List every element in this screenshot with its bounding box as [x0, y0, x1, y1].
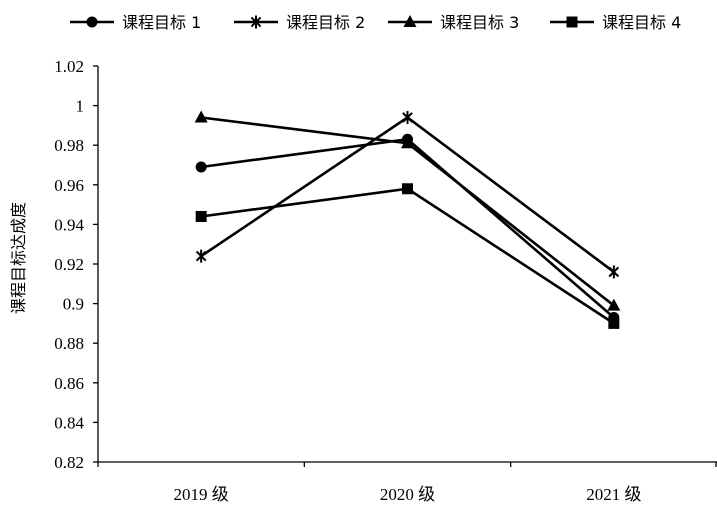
y-tick-label: 0.9	[63, 295, 84, 314]
legend-marker	[250, 15, 262, 29]
x-tick-label: 2020 级	[380, 485, 435, 504]
series-2	[195, 110, 620, 279]
data-point	[195, 161, 207, 173]
data-point	[401, 136, 414, 149]
y-tick-label: 1.02	[54, 57, 84, 76]
y-axis-title: 课程目标达成度	[9, 202, 28, 314]
y-tick-label: 1	[76, 97, 85, 116]
legend-item: 课程目标 4	[550, 13, 681, 32]
y-axis: 0.82 0.84 0.86 0.88 0.9 0.92 0.94 0.96 0.98 1 1.02	[54, 57, 99, 472]
y-tick-label: 0.84	[54, 413, 84, 432]
data-point	[608, 265, 620, 279]
y-tick-label: 0.94	[54, 215, 84, 234]
legend-label: 课程目标 3	[440, 13, 519, 32]
y-tick-label: 0.86	[54, 374, 84, 393]
series-line	[200, 137, 615, 319]
x-axis: 2019 级 2020 级 2021 级	[97, 461, 717, 504]
legend-marker	[86, 16, 98, 28]
legend: 课程目标 1 课程目标 2 课程目标 3 课程目标 4	[70, 13, 681, 32]
x-tick-label: 2019 级	[174, 485, 229, 504]
legend-item: 课程目标 3	[388, 13, 519, 32]
legend-marker	[403, 15, 417, 27]
legend-label: 课程目标 1	[122, 13, 201, 32]
data-point	[195, 249, 207, 263]
y-tick-label: 0.96	[54, 176, 84, 195]
legend-label: 课程目标 4	[602, 13, 681, 32]
data-point	[402, 183, 413, 195]
y-tick-label: 0.82	[54, 453, 84, 472]
y-tick-label: 0.98	[54, 136, 84, 155]
x-tick-label: 2021 级	[586, 485, 641, 504]
legend-item: 课程目标 1	[70, 13, 201, 32]
series-4	[195, 183, 620, 329]
data-point	[608, 317, 620, 329]
y-tick-label: 0.92	[54, 255, 84, 274]
data-point	[607, 298, 621, 311]
data-point	[195, 210, 207, 222]
legend-marker	[566, 16, 578, 28]
plot-area	[194, 110, 621, 329]
data-point	[194, 110, 208, 123]
legend-label: 课程目标 2	[286, 13, 365, 32]
legend-item: 课程目标 2	[234, 13, 365, 32]
data-point	[402, 110, 413, 124]
y-tick-label: 0.88	[54, 334, 84, 353]
series-3	[194, 110, 621, 311]
